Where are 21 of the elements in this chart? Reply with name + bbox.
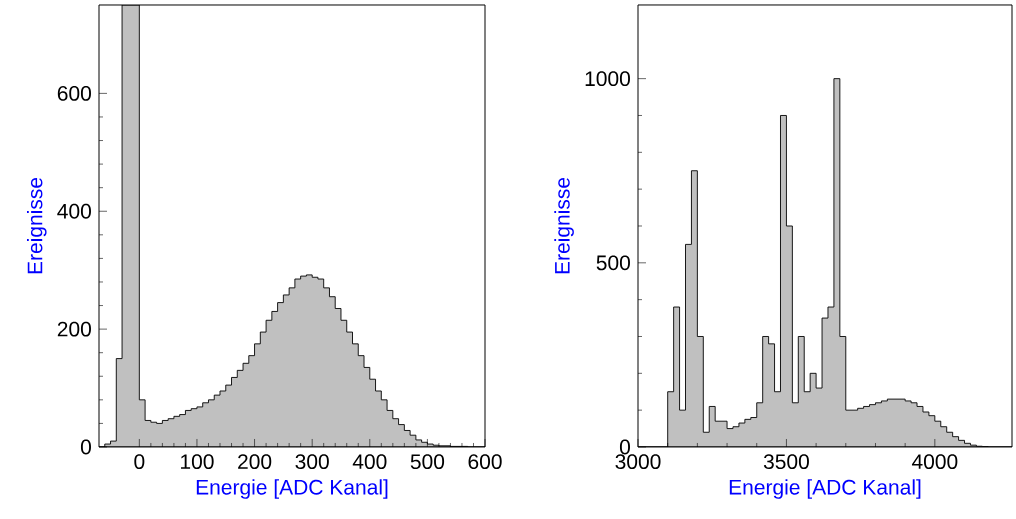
- y-tick-label: 1000: [585, 71, 630, 87]
- x-tick-label: 4000: [911, 454, 958, 470]
- y-tick-label: 200: [57, 321, 91, 337]
- x-tick-label: 100: [181, 454, 214, 470]
- y-tick-label: 400: [57, 203, 91, 219]
- x-tick-label: 300: [295, 454, 329, 470]
- y-tick-label: 0: [619, 439, 630, 455]
- x-axis-title: Energie [ADC Kanal]: [196, 479, 388, 499]
- x-tick-label: 0: [134, 454, 145, 470]
- y-tick-label: 0: [80, 439, 91, 455]
- x-axis-title: Energie [ADC Kanal]: [729, 479, 921, 499]
- y-tick-label: 500: [596, 255, 630, 271]
- x-tick-label: 3000: [615, 454, 661, 470]
- x-tick-label: 200: [238, 454, 272, 470]
- x-tick-label: 500: [410, 454, 445, 470]
- y-axis-title: Ereignisse: [554, 177, 574, 274]
- x-tick-label: 400: [352, 454, 387, 470]
- y-tick-label: 600: [57, 85, 91, 101]
- y-axis-title: Ereignisse: [27, 177, 47, 274]
- x-tick-label: 3500: [763, 454, 809, 470]
- x-tick-label: 600: [468, 454, 502, 470]
